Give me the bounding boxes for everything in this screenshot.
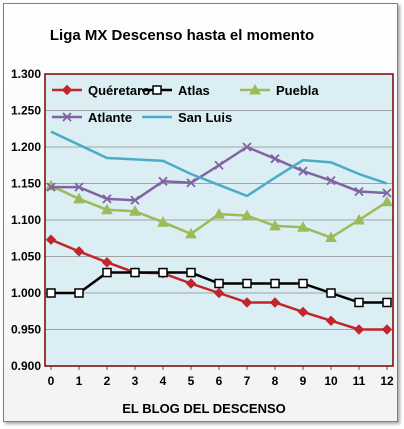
data-point: [382, 188, 392, 198]
data-point: [270, 154, 280, 164]
legend-marker: [62, 112, 72, 122]
legend-item: Puebla: [240, 83, 319, 98]
data-point: [101, 203, 113, 215]
data-point: [270, 278, 280, 289]
x-tick-label: 6: [216, 374, 223, 388]
legend-label: Quéretaro: [88, 83, 150, 98]
data-point: [269, 219, 281, 231]
data-point: [45, 234, 57, 245]
data-point: [297, 306, 309, 318]
data-point: [298, 278, 308, 289]
x-tick-label: 9: [300, 374, 307, 388]
data-point: [297, 221, 309, 232]
y-tick-label: 1.300: [11, 67, 41, 81]
data-point: [158, 176, 168, 186]
legend-label: San Luis: [178, 110, 232, 125]
data-point: [185, 227, 197, 239]
data-point: [74, 182, 84, 192]
legend-marker: [152, 85, 162, 95]
legend: Quéretaro Atlas Puebla Atlante San Luis: [52, 83, 319, 125]
data-point: [129, 205, 141, 216]
legend-label: Atlante: [88, 110, 132, 125]
x-tick-label: 2: [104, 374, 111, 388]
series-san-luis: [50, 130, 388, 198]
series-atlante: [46, 142, 392, 205]
data-point: [382, 297, 392, 308]
data-point: [298, 166, 308, 176]
data-point: [130, 267, 140, 278]
x-tick-label: 11: [353, 374, 366, 388]
plot-border: [44, 73, 394, 367]
x-tick-label: 4: [160, 374, 167, 388]
legend-item: Atlante: [52, 110, 132, 125]
x-tick-label: 3: [132, 374, 139, 388]
data-point: [186, 267, 196, 278]
series-puebla: [45, 179, 393, 243]
y-tick-label: 1.000: [11, 286, 41, 300]
data-point: [46, 182, 56, 192]
data-point: [102, 267, 112, 278]
data-point: [74, 288, 84, 298]
data-point: [46, 288, 56, 298]
y-axis-ticks: 0.900 0.950 1.000 1.050 1.100 1.150 1.200 1.250…: [11, 67, 41, 373]
data-point: [353, 213, 365, 225]
series-line: [50, 130, 388, 198]
x-tick-label: 1: [76, 374, 83, 388]
x-axis-ticks: 0 1 2 3 4 5 6 7 8 9 10 11 12: [48, 366, 394, 388]
data-point: [354, 297, 364, 308]
data-point: [158, 267, 168, 278]
legend-item: Atlas: [142, 83, 210, 98]
series-group: [45, 130, 393, 335]
x-tick-label: 5: [188, 374, 195, 388]
chart-frame: Liga MX Descenso hasta el momento 0.900 0…: [3, 3, 398, 422]
chart-title: Liga MX Descenso hasta el momento: [50, 27, 314, 44]
data-point: [214, 278, 224, 289]
data-point: [73, 246, 85, 257]
data-point: [325, 315, 337, 326]
data-point: [353, 324, 365, 335]
y-tick-label: 1.150: [11, 177, 41, 191]
y-tick-label: 1.100: [11, 213, 41, 227]
data-point: [213, 208, 225, 219]
legend-label: Atlas: [178, 83, 210, 98]
x-tick-label: 7: [244, 374, 251, 388]
y-tick-label: 1.050: [11, 250, 41, 264]
data-point: [130, 195, 140, 205]
y-tick-label: 1.200: [11, 140, 41, 154]
data-point: [354, 186, 364, 197]
data-point: [325, 231, 337, 243]
data-point: [326, 175, 336, 186]
data-point: [213, 287, 225, 299]
data-point: [157, 216, 169, 227]
legend-label: Puebla: [276, 83, 319, 98]
data-point: [102, 194, 112, 204]
data-point: [186, 178, 196, 188]
line-chart: Liga MX Descenso hasta el momento 0.9000…: [11, 27, 394, 416]
x-tick-label: 10: [324, 374, 338, 388]
data-point: [242, 142, 252, 152]
y-tick-label: 1.250: [11, 104, 41, 118]
data-point: [269, 297, 281, 308]
data-point: [242, 278, 252, 289]
data-point: [381, 324, 393, 335]
x-tick-label: 0: [48, 374, 55, 388]
series-atlas: [46, 267, 392, 308]
legend-item: Quéretaro: [52, 83, 150, 98]
data-point: [241, 209, 253, 221]
data-point: [326, 288, 336, 298]
data-point: [241, 297, 253, 308]
data-point: [185, 278, 197, 289]
x-tick-label: 8: [272, 374, 279, 388]
legend-marker: [61, 84, 73, 96]
data-point: [381, 195, 393, 207]
data-point: [101, 257, 113, 268]
data-point: [73, 192, 85, 204]
y-tick-label: 0.950: [11, 323, 41, 337]
x-axis-label: EL BLOG DEL DESCENSO: [122, 401, 286, 416]
legend-item: San Luis: [142, 110, 232, 125]
y-tick-label: 0.900: [11, 359, 41, 373]
legend-marker: [249, 83, 261, 95]
data-point: [214, 160, 224, 170]
x-tick-label: 12: [380, 374, 394, 388]
